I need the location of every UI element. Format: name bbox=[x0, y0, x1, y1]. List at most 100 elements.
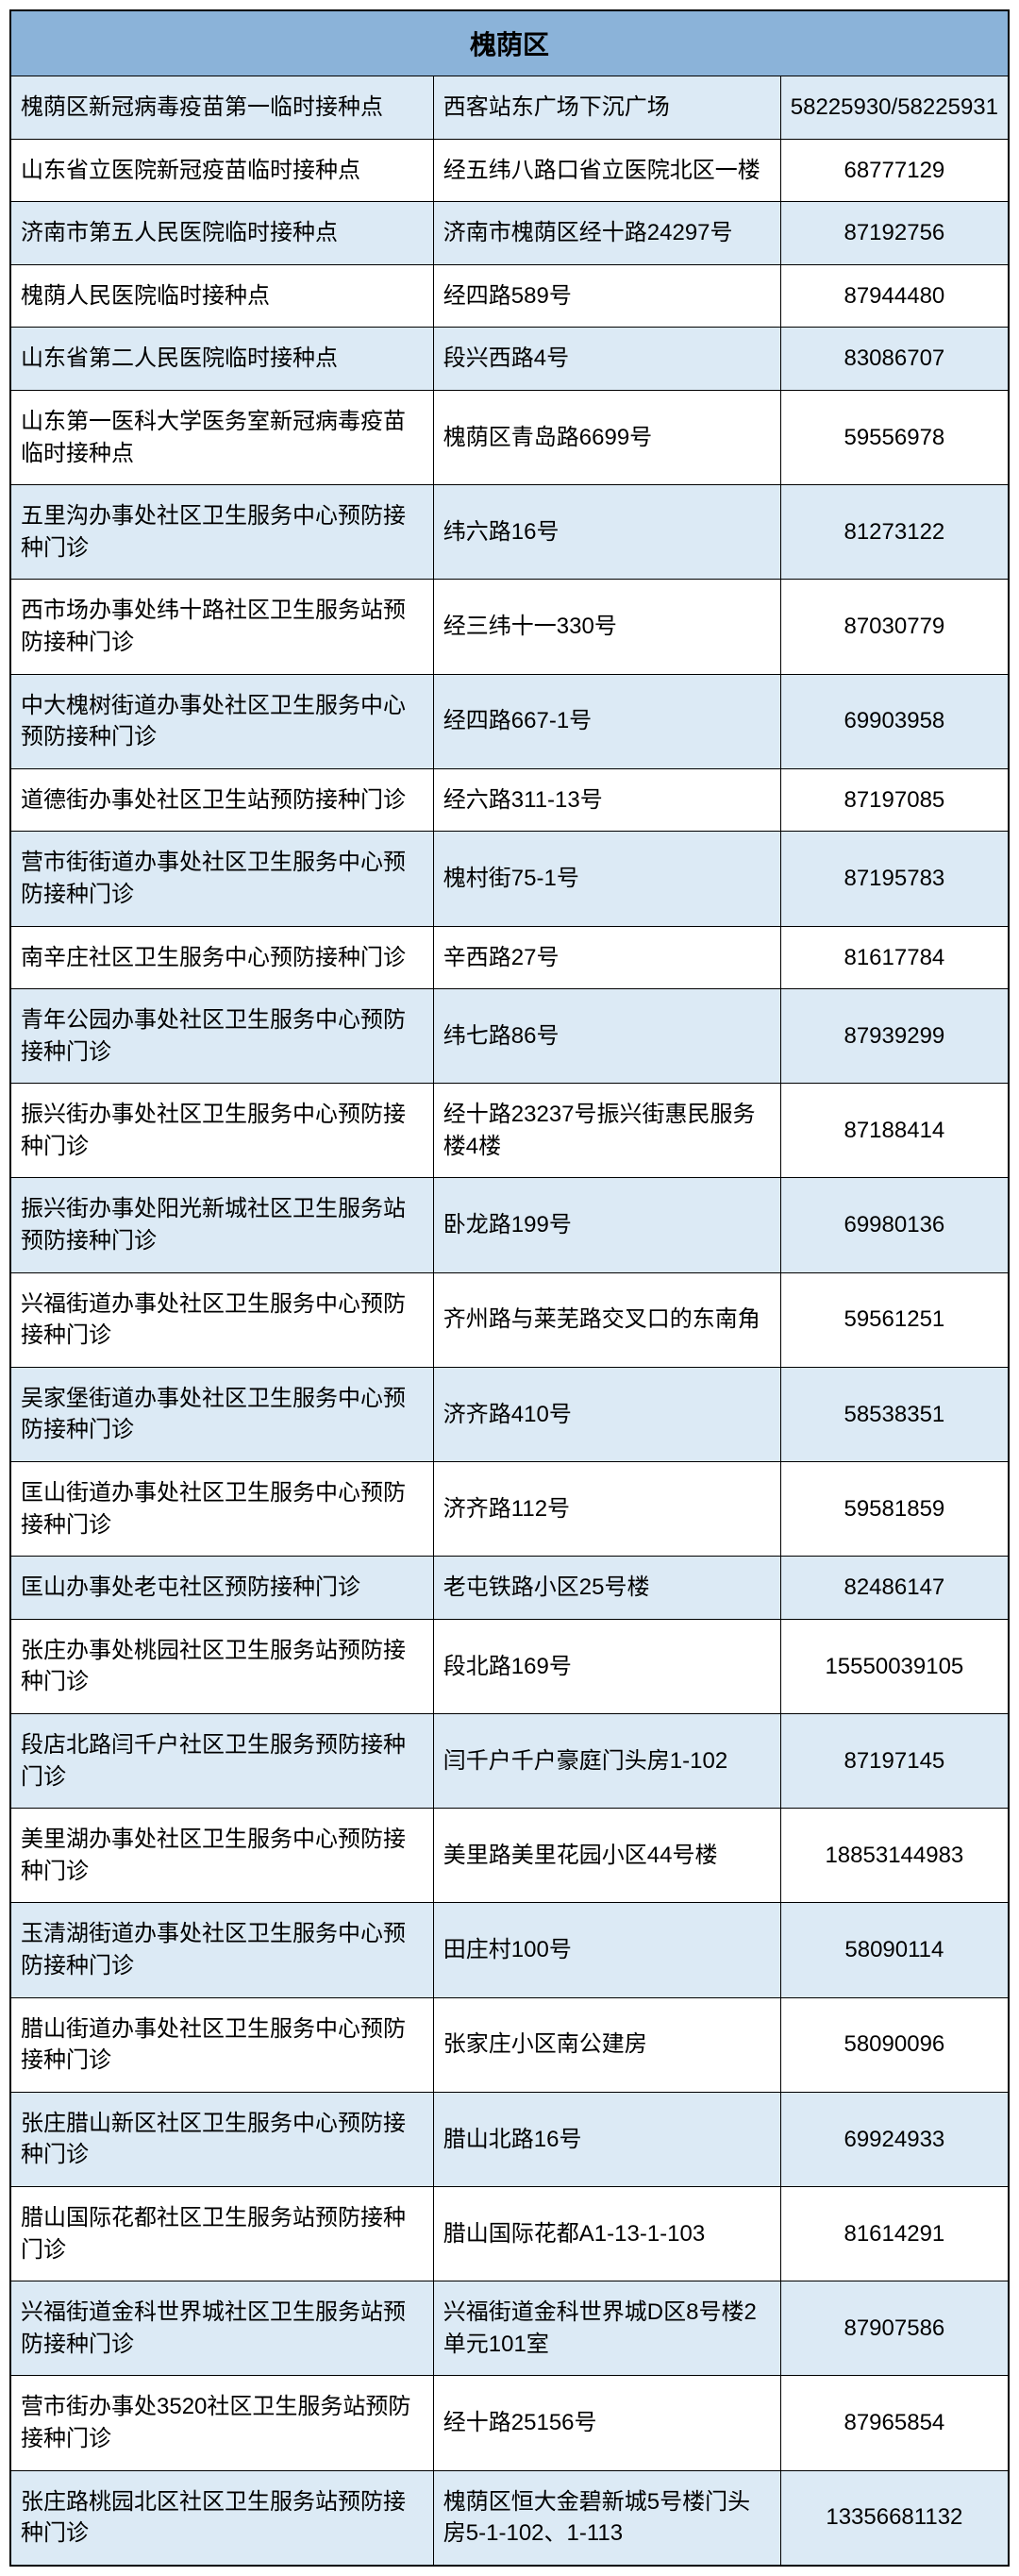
site-address-cell: 槐村街75-1号 bbox=[433, 832, 780, 926]
table-row: 山东省立医院新冠疫苗临时接种点经五纬八路口省立医院北区一楼68777129 bbox=[10, 139, 1009, 202]
site-address-cell: 兴福街道金科世界城D区8号楼2单元101室 bbox=[433, 2281, 780, 2376]
site-name-cell: 五里沟办事处社区卫生服务中心预防接种门诊 bbox=[10, 485, 433, 580]
site-address-cell: 腊山国际花都A1-13-1-103 bbox=[433, 2186, 780, 2281]
site-name-cell: 张庄办事处桃园社区卫生服务站预防接种门诊 bbox=[10, 1619, 433, 1713]
table-row: 中大槐树街道办事处社区卫生服务中心预防接种门诊经四路667-1号69903958 bbox=[10, 674, 1009, 768]
site-name-cell: 腊山国际花都社区卫生服务站预防接种门诊 bbox=[10, 2186, 433, 2281]
site-phone-cell: 58538351 bbox=[780, 1367, 1009, 1461]
site-name-cell: 腊山街道办事处社区卫生服务中心预防接种门诊 bbox=[10, 1997, 433, 2092]
table-row: 张庄腊山新区社区卫生服务中心预防接种门诊腊山北路16号69924933 bbox=[10, 2092, 1009, 2186]
site-name-cell: 匡山办事处老屯社区预防接种门诊 bbox=[10, 1557, 433, 1620]
site-address-cell: 美里路美里花园小区44号楼 bbox=[433, 1809, 780, 1903]
site-address-cell: 济南市槐荫区经十路24297号 bbox=[433, 202, 780, 265]
table-row: 槐荫区新冠病毒疫苗第一临时接种点西客站东广场下沉广场58225930/58225… bbox=[10, 76, 1009, 140]
table-row: 张庄路桃园北区社区卫生服务站预防接种门诊槐荫区恒大金碧新城5号楼门头房5-1-1… bbox=[10, 2470, 1009, 2566]
site-phone-cell: 58090114 bbox=[780, 1903, 1009, 1997]
site-phone-cell: 81273122 bbox=[780, 485, 1009, 580]
site-phone-cell: 58225930/58225931 bbox=[780, 76, 1009, 140]
site-phone-cell: 87944480 bbox=[780, 264, 1009, 328]
site-name-cell: 中大槐树街道办事处社区卫生服务中心预防接种门诊 bbox=[10, 674, 433, 768]
site-address-cell: 济齐路410号 bbox=[433, 1367, 780, 1461]
site-phone-cell: 87030779 bbox=[780, 580, 1009, 674]
site-phone-cell: 13356681132 bbox=[780, 2470, 1009, 2566]
table-row: 匡山办事处老屯社区预防接种门诊老屯铁路小区25号楼82486147 bbox=[10, 1557, 1009, 1620]
site-name-cell: 西市场办事处纬十路社区卫生服务站预防接种门诊 bbox=[10, 580, 433, 674]
table-row: 南辛庄社区卫生服务中心预防接种门诊辛西路27号81617784 bbox=[10, 926, 1009, 989]
site-name-cell: 南辛庄社区卫生服务中心预防接种门诊 bbox=[10, 926, 433, 989]
site-address-cell: 经十路23237号振兴街惠民服务楼4楼 bbox=[433, 1084, 780, 1178]
table-row: 匡山街道办事处社区卫生服务中心预防接种门诊济齐路112号59581859 bbox=[10, 1462, 1009, 1557]
table-row: 山东第一医科大学医务室新冠病毒疫苗临时接种点槐荫区青岛路6699号5955697… bbox=[10, 390, 1009, 484]
site-address-cell: 经四路667-1号 bbox=[433, 674, 780, 768]
site-address-cell: 腊山北路16号 bbox=[433, 2092, 780, 2186]
table-row: 腊山国际花都社区卫生服务站预防接种门诊腊山国际花都A1-13-1-1038161… bbox=[10, 2186, 1009, 2281]
table-row: 槐荫人民医院临时接种点经四路589号87944480 bbox=[10, 264, 1009, 328]
table-row: 玉清湖街道办事处社区卫生服务中心预防接种门诊田庄村100号58090114 bbox=[10, 1903, 1009, 1997]
table-row: 振兴街办事处社区卫生服务中心预防接种门诊经十路23237号振兴街惠民服务楼4楼8… bbox=[10, 1084, 1009, 1178]
site-address-cell: 卧龙路199号 bbox=[433, 1178, 780, 1272]
site-phone-cell: 87195783 bbox=[780, 832, 1009, 926]
site-address-cell: 槐荫区恒大金碧新城5号楼门头房5-1-102、1-113 bbox=[433, 2470, 780, 2566]
site-address-cell: 纬七路86号 bbox=[433, 989, 780, 1084]
site-phone-cell: 69980136 bbox=[780, 1178, 1009, 1272]
site-phone-cell: 87192756 bbox=[780, 202, 1009, 265]
table-body: 槐荫区新冠病毒疫苗第一临时接种点西客站东广场下沉广场58225930/58225… bbox=[10, 76, 1009, 2566]
site-name-cell: 吴家堡街道办事处社区卫生服务中心预防接种门诊 bbox=[10, 1367, 433, 1461]
site-phone-cell: 81617784 bbox=[780, 926, 1009, 989]
site-name-cell: 营市街办事处3520社区卫生服务站预防接种门诊 bbox=[10, 2376, 433, 2470]
site-phone-cell: 87197085 bbox=[780, 768, 1009, 832]
table-row: 腊山街道办事处社区卫生服务中心预防接种门诊张家庄小区南公建房58090096 bbox=[10, 1997, 1009, 2092]
site-address-cell: 经四路589号 bbox=[433, 264, 780, 328]
site-name-cell: 山东省立医院新冠疫苗临时接种点 bbox=[10, 139, 433, 202]
site-name-cell: 张庄路桃园北区社区卫生服务站预防接种门诊 bbox=[10, 2470, 433, 2566]
table-row: 张庄办事处桃园社区卫生服务站预防接种门诊段北路169号15550039105 bbox=[10, 1619, 1009, 1713]
site-name-cell: 振兴街办事处社区卫生服务中心预防接种门诊 bbox=[10, 1084, 433, 1178]
site-address-cell: 张家庄小区南公建房 bbox=[433, 1997, 780, 2092]
site-phone-cell: 58090096 bbox=[780, 1997, 1009, 2092]
site-name-cell: 山东省第二人民医院临时接种点 bbox=[10, 328, 433, 391]
site-name-cell: 美里湖办事处社区卫生服务中心预防接种门诊 bbox=[10, 1809, 433, 1903]
site-address-cell: 济齐路112号 bbox=[433, 1462, 780, 1557]
table-row: 营市街街道办事处社区卫生服务中心预防接种门诊槐村街75-1号87195783 bbox=[10, 832, 1009, 926]
site-phone-cell: 87188414 bbox=[780, 1084, 1009, 1178]
site-phone-cell: 82486147 bbox=[780, 1557, 1009, 1620]
site-name-cell: 匡山街道办事处社区卫生服务中心预防接种门诊 bbox=[10, 1462, 433, 1557]
site-address-cell: 经五纬八路口省立医院北区一楼 bbox=[433, 139, 780, 202]
table-header-row: 槐荫区 bbox=[10, 10, 1009, 76]
site-name-cell: 兴福街道办事处社区卫生服务中心预防接种门诊 bbox=[10, 1272, 433, 1367]
site-phone-cell: 87197145 bbox=[780, 1714, 1009, 1809]
site-phone-cell: 69903958 bbox=[780, 674, 1009, 768]
table-row: 营市街办事处3520社区卫生服务站预防接种门诊经十路25156号87965854 bbox=[10, 2376, 1009, 2470]
table-row: 济南市第五人民医院临时接种点济南市槐荫区经十路24297号87192756 bbox=[10, 202, 1009, 265]
site-name-cell: 振兴街办事处阳光新城社区卫生服务站预防接种门诊 bbox=[10, 1178, 433, 1272]
site-phone-cell: 15550039105 bbox=[780, 1619, 1009, 1713]
site-name-cell: 玉清湖街道办事处社区卫生服务中心预防接种门诊 bbox=[10, 1903, 433, 1997]
site-address-cell: 闫千户千户豪庭门头房1-102 bbox=[433, 1714, 780, 1809]
site-phone-cell: 83086707 bbox=[780, 328, 1009, 391]
site-phone-cell: 68777129 bbox=[780, 139, 1009, 202]
site-address-cell: 辛西路27号 bbox=[433, 926, 780, 989]
site-address-cell: 纬六路16号 bbox=[433, 485, 780, 580]
site-address-cell: 齐州路与莱芜路交叉口的东南角 bbox=[433, 1272, 780, 1367]
site-address-cell: 老屯铁路小区25号楼 bbox=[433, 1557, 780, 1620]
table-row: 道德街办事处社区卫生站预防接种门诊经六路311-13号87197085 bbox=[10, 768, 1009, 832]
table-row: 青年公园办事处社区卫生服务中心预防接种门诊纬七路86号87939299 bbox=[10, 989, 1009, 1084]
table-row: 五里沟办事处社区卫生服务中心预防接种门诊纬六路16号81273122 bbox=[10, 485, 1009, 580]
table-row: 兴福街道办事处社区卫生服务中心预防接种门诊齐州路与莱芜路交叉口的东南角59561… bbox=[10, 1272, 1009, 1367]
site-address-cell: 经三纬十一330号 bbox=[433, 580, 780, 674]
site-address-cell: 西客站东广场下沉广场 bbox=[433, 76, 780, 140]
vaccination-sites-table: 槐荫区 槐荫区新冠病毒疫苗第一临时接种点西客站东广场下沉广场58225930/5… bbox=[9, 9, 1010, 2567]
site-phone-cell: 18853144983 bbox=[780, 1809, 1009, 1903]
site-phone-cell: 87965854 bbox=[780, 2376, 1009, 2470]
site-name-cell: 济南市第五人民医院临时接种点 bbox=[10, 202, 433, 265]
site-address-cell: 田庄村100号 bbox=[433, 1903, 780, 1997]
site-name-cell: 道德街办事处社区卫生站预防接种门诊 bbox=[10, 768, 433, 832]
site-name-cell: 段店北路闫千户社区卫生服务预防接种门诊 bbox=[10, 1714, 433, 1809]
site-name-cell: 山东第一医科大学医务室新冠病毒疫苗临时接种点 bbox=[10, 390, 433, 484]
site-address-cell: 段兴西路4号 bbox=[433, 328, 780, 391]
table-row: 振兴街办事处阳光新城社区卫生服务站预防接种门诊卧龙路199号69980136 bbox=[10, 1178, 1009, 1272]
table-row: 吴家堡街道办事处社区卫生服务中心预防接种门诊济齐路410号58538351 bbox=[10, 1367, 1009, 1461]
district-header: 槐荫区 bbox=[10, 10, 1009, 76]
site-phone-cell: 87907586 bbox=[780, 2281, 1009, 2376]
site-address-cell: 段北路169号 bbox=[433, 1619, 780, 1713]
